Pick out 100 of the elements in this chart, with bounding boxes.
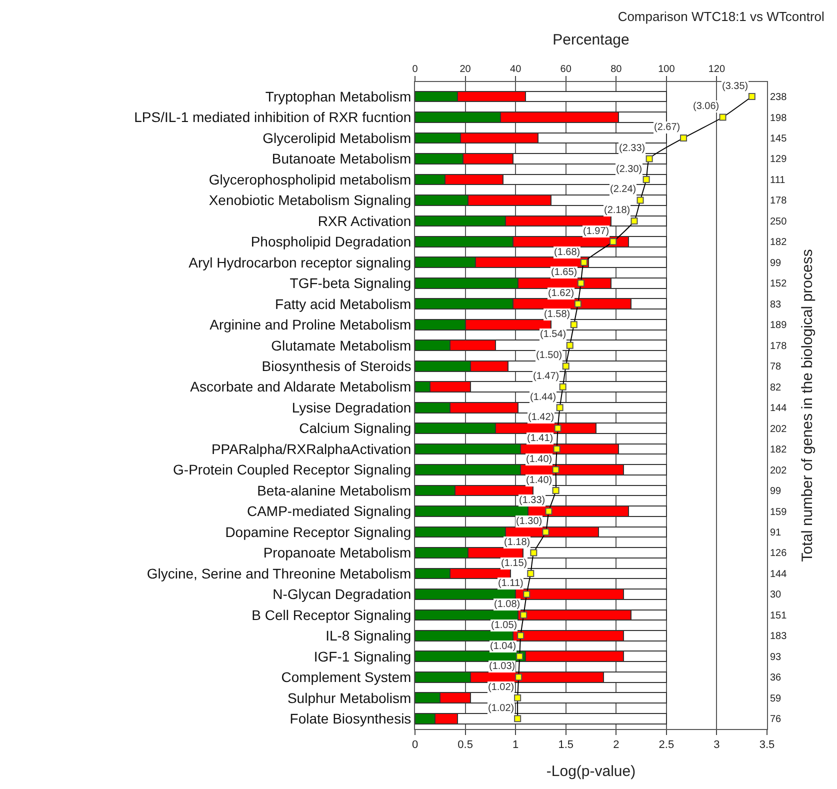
y2-tick-label: 99	[770, 258, 782, 269]
y-tick-label: LPS/IL-1 mediated inhibition of RXR fucntion	[134, 109, 412, 126]
y2-tick-label: 78	[770, 362, 782, 373]
data-label: (1.41)	[527, 433, 554, 444]
data-label: (3.06)	[693, 101, 720, 112]
y-tick-label: Glycine, Serine and Threonine Metabolism	[146, 565, 412, 582]
x2-tick-label: 2.5	[658, 739, 674, 752]
data-label: (2.24)	[610, 184, 636, 195]
y2-tick-label: 83	[770, 299, 782, 310]
y-tick-label: Fatty acid Metabolism	[275, 296, 412, 312]
data-label: (1.02)	[488, 703, 514, 714]
x2-tick-label: 3.5	[759, 739, 775, 752]
y-tick-label: B Cell Receptor Signaling	[252, 606, 412, 623]
data-label: (1.04)	[490, 641, 516, 652]
y-tick-label: CAMP-mediated Signaling	[246, 503, 412, 520]
data-label: (1.47)	[533, 371, 560, 382]
data-label: (1.05)	[491, 620, 518, 631]
y2-tick-label: 152	[770, 278, 788, 290]
y2-tick-label: 129	[770, 154, 788, 166]
y2-tick-label: 99	[770, 486, 782, 498]
y-tick-label: Ascorbate and Aldarate Metabolism	[190, 378, 412, 395]
data-label: (3.35)	[722, 81, 748, 92]
chart-title: Comparison WTC18:1 vs WTcontrol	[618, 8, 825, 24]
y-tick-label: Glycerophospholipid metabolism	[208, 171, 412, 188]
x-tick-label: 80	[610, 64, 622, 75]
y2-tick-label: 189	[770, 320, 788, 332]
y-tick-label: Arginine and Proline Metabolism	[210, 316, 412, 333]
y-tick-label: Xenobiotic Metabolism Signaling	[208, 192, 412, 208]
y2-tick-label: 126	[770, 548, 788, 560]
y2-tick-label: 30	[770, 590, 782, 601]
y2-tick-label: 183	[770, 631, 788, 642]
y-tick-label: IL-8 Signaling	[326, 628, 412, 644]
x-tick-label: 40	[510, 64, 522, 75]
y2-tick-label: 198	[770, 112, 788, 124]
y2-tick-label: 91	[770, 528, 782, 538]
y-tick-label: Glutamate Metabolism	[271, 337, 412, 354]
x-tick-label: 0	[412, 64, 418, 75]
y2-tick-label: 238	[770, 92, 788, 104]
data-label: (2.67)	[654, 122, 680, 133]
x2-tick-label: 0	[412, 739, 418, 752]
x2-tick-label: 3	[714, 739, 720, 752]
x2-tick-label: 1	[512, 739, 519, 752]
y-tick-label: Beta-alanine Metabolism	[257, 482, 412, 498]
y-tick-label: G-Protein Coupled Receptor Signaling	[173, 462, 412, 478]
y2-tick-label: 111	[770, 174, 786, 186]
y-tick-label: Tryptophan Metabolism	[265, 88, 412, 104]
y-tick-label: Sulphur Metabolism	[287, 690, 412, 706]
y-tick-label: Phospholipid Degradation	[250, 234, 412, 250]
x2-tick-label: 1.5	[558, 739, 574, 752]
y-tick-label: Biosynthesis of Steroids	[262, 358, 412, 374]
y-tick-label: TGF-beta Signaling	[290, 275, 412, 292]
y2-tick-label: 182	[770, 444, 788, 456]
y2-tick-label: 202	[770, 424, 788, 435]
y2-tick-label: 76	[770, 714, 782, 726]
x-axis-title: Percentage	[552, 31, 630, 48]
y2-tick-label: 178	[770, 196, 788, 207]
data-label: (1.97)	[583, 226, 610, 237]
data-label: (1.68)	[554, 247, 580, 258]
y-tick-label: N-Glycan Degradation	[272, 586, 412, 602]
y-tick-label: Dopamine Receptor Signaling	[225, 524, 412, 540]
y-tick-label: Lysise Degradation	[292, 399, 412, 416]
y-tick-label: RXR Activation	[318, 212, 412, 229]
data-label: (2.33)	[619, 143, 646, 154]
x2-axis-title: -Log(p-value)	[546, 763, 636, 780]
y-tick-label: Complement System	[281, 669, 412, 686]
data-label: (1.15)	[501, 558, 528, 569]
data-label: (1.62)	[548, 288, 574, 299]
y-tick-label: IGF-1 Signaling	[314, 648, 412, 664]
y-tick-label: Aryl Hydrocarbon receptor signaling	[188, 254, 412, 270]
y2-tick-label: 145	[770, 133, 788, 144]
y2-tick-label: 182	[770, 237, 788, 248]
y2-tick-label: 82	[770, 382, 782, 394]
data-label: (1.11)	[498, 578, 524, 589]
y2-axis-title: Total number of genes in the biological process	[799, 249, 816, 562]
x2-tick-label: 0.5	[458, 739, 473, 752]
y2-tick-label: 59	[770, 693, 782, 704]
x2-tick-label: 2	[613, 739, 620, 752]
data-label: (1.44)	[530, 392, 556, 403]
data-label: (1.02)	[488, 682, 514, 693]
y-tick-label: Butanoate Metabolism	[272, 150, 412, 167]
y2-tick-label: 178	[770, 340, 788, 352]
y-tick-label: Folate Biosynthesis	[290, 710, 412, 727]
data-label: (1.08)	[494, 599, 520, 610]
data-label: (1.54)	[540, 329, 566, 340]
y2-tick-label: 144	[770, 403, 788, 414]
y-tick-label: Glycerolipid Metabolism	[262, 130, 412, 146]
x-tick-label: 120	[708, 64, 726, 75]
y2-tick-label: 202	[770, 465, 788, 476]
y-tick-label: Propanoate Metabolism	[263, 544, 412, 561]
y-tick-label: Calcium Signaling	[299, 420, 412, 436]
data-label: (1.18)	[504, 537, 530, 548]
y2-tick-label: 159	[770, 506, 788, 518]
data-label: (1.03)	[489, 661, 516, 672]
y2-tick-label: 151	[770, 610, 788, 622]
y2-tick-label: 250	[770, 216, 788, 228]
data-label: (2.18)	[604, 205, 630, 216]
x-tick-label: 100	[658, 64, 676, 75]
data-label: (2.30)	[616, 164, 642, 175]
data-label: (1.42)	[528, 412, 554, 423]
data-label: (1.40)	[526, 475, 552, 486]
